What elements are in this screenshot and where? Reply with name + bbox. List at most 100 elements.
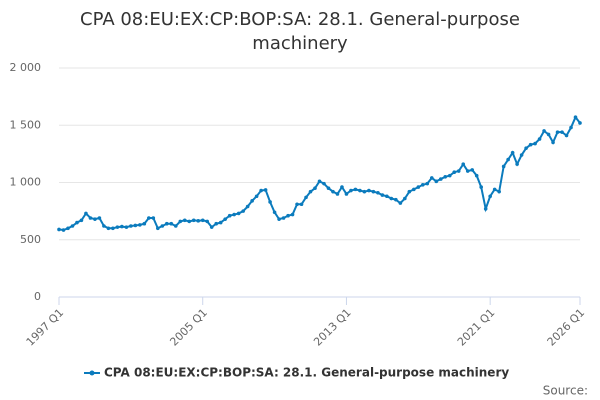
point: [79, 218, 84, 223]
point: [456, 169, 461, 173]
point: [443, 174, 448, 179]
point: [501, 164, 506, 169]
point: [461, 162, 466, 166]
y-tick-label: 1 500: [10, 118, 42, 131]
point: [70, 224, 75, 228]
point: [322, 181, 326, 186]
point: [75, 220, 79, 225]
point: [142, 221, 147, 226]
point: [102, 224, 106, 228]
point: [416, 185, 421, 189]
point: [412, 187, 416, 192]
point: [272, 210, 277, 215]
point: [506, 157, 510, 162]
point: [515, 162, 519, 166]
point: [205, 219, 210, 224]
x-tick-label: 2021 Q1: [455, 306, 498, 349]
point: [133, 223, 138, 228]
point: [97, 216, 102, 220]
point: [93, 217, 97, 221]
point: [447, 173, 452, 178]
point: [160, 224, 165, 228]
point: [138, 223, 142, 227]
point: [492, 187, 497, 192]
point: [519, 153, 524, 157]
point: [182, 218, 187, 223]
point: [340, 185, 344, 189]
point: [470, 168, 475, 172]
chart-title: CPA 08:EU:EX:CP:BOP:SA: 28.1. General-pu…: [80, 9, 520, 54]
point: [299, 202, 304, 207]
point: [497, 189, 501, 194]
point: [335, 192, 340, 196]
point: [151, 216, 156, 220]
point: [129, 224, 133, 228]
point: [358, 188, 362, 193]
series-line: [58, 115, 581, 232]
point: [147, 216, 151, 220]
point: [331, 189, 335, 194]
point: [268, 200, 272, 204]
point: [227, 213, 232, 218]
point: [438, 177, 443, 181]
y-tick-label: 2 000: [10, 61, 42, 74]
point: [398, 201, 403, 205]
point: [209, 225, 214, 229]
point: [564, 133, 569, 138]
point: [106, 226, 111, 231]
point: [510, 150, 515, 155]
x-tick-label: 1997 Q1: [24, 306, 67, 349]
point: [120, 224, 124, 229]
point: [403, 196, 407, 201]
y-tick-label: 500: [20, 233, 41, 246]
point: [173, 224, 178, 228]
point: [542, 129, 546, 133]
point: [254, 194, 259, 199]
point: [236, 211, 241, 216]
point: [308, 189, 313, 194]
point: [560, 130, 564, 134]
point: [407, 189, 412, 194]
point: [286, 213, 290, 218]
point: [164, 221, 169, 226]
point: [115, 225, 120, 229]
point: [290, 212, 295, 217]
source: Source:: [543, 384, 588, 398]
point: [232, 212, 236, 217]
point: [326, 186, 331, 191]
point: [380, 193, 385, 197]
x-tick-label: 2013 Q1: [311, 306, 354, 349]
point: [555, 130, 560, 134]
point: [178, 219, 183, 224]
point: [259, 188, 263, 193]
x-tick-label: 2026 Q1: [545, 306, 588, 349]
point: [245, 204, 250, 209]
point: [196, 219, 201, 223]
point: [187, 219, 192, 224]
point: [394, 197, 398, 202]
point: [573, 115, 578, 120]
point: [223, 217, 227, 221]
point: [277, 217, 281, 221]
point: [156, 226, 160, 231]
point: [524, 146, 528, 150]
point: [313, 186, 317, 191]
point: [344, 192, 349, 196]
point: [385, 194, 389, 199]
point: [353, 187, 358, 192]
y-tick-label: 1 000: [10, 176, 42, 189]
point: [569, 125, 573, 130]
point: [483, 207, 488, 211]
point: [578, 121, 582, 125]
point: [61, 228, 66, 232]
point: [452, 170, 457, 174]
point: [488, 194, 492, 199]
point: [263, 188, 268, 192]
point: [425, 181, 430, 186]
point: [281, 216, 286, 220]
point: [362, 189, 367, 194]
point: [546, 132, 551, 137]
point: [88, 216, 93, 220]
